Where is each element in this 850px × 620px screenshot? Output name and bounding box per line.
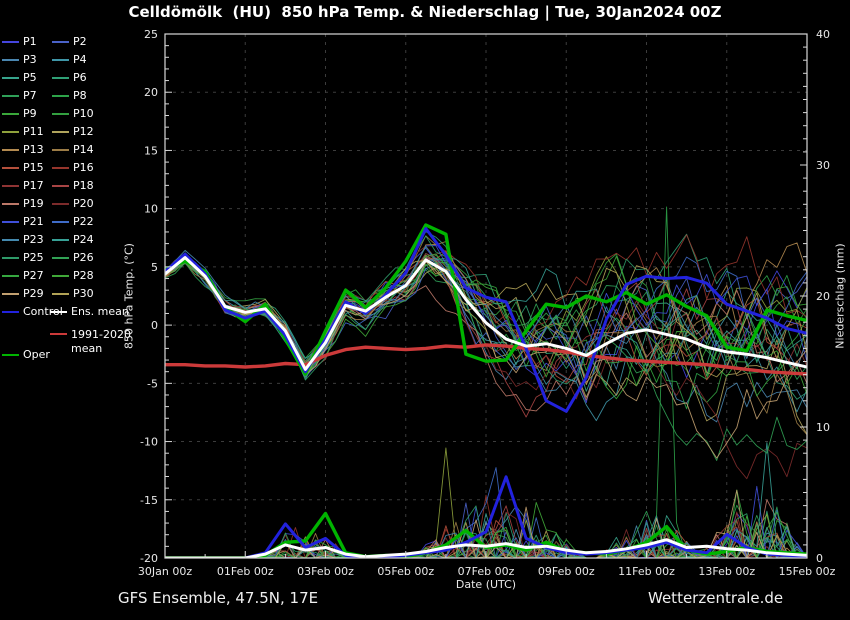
svg-text:07Feb 00z: 07Feb 00z [458, 565, 515, 578]
svg-text:03Feb 00z: 03Feb 00z [297, 565, 354, 578]
svg-text:15: 15 [144, 144, 158, 157]
chart-title: Celldömölk (HU) 850 hPa Temp. & Niedersc… [128, 3, 722, 21]
svg-text:5: 5 [151, 261, 158, 274]
svg-text:-10: -10 [140, 436, 158, 449]
svg-text:30Jan 00z: 30Jan 00z [138, 565, 192, 578]
svg-text:11Feb 00z: 11Feb 00z [618, 565, 675, 578]
svg-text:-15: -15 [140, 494, 158, 507]
svg-text:09Feb 00z: 09Feb 00z [538, 565, 595, 578]
svg-text:20: 20 [816, 290, 830, 303]
y-axis-title-right: Niederschlag (mm) [833, 243, 847, 349]
svg-text:10: 10 [816, 421, 830, 434]
svg-text:-20: -20 [140, 552, 158, 565]
svg-text:-5: -5 [147, 377, 158, 390]
svg-text:10: 10 [144, 203, 158, 216]
svg-text:05Feb 00z: 05Feb 00z [377, 565, 434, 578]
main-series [165, 223, 807, 558]
svg-text:01Feb 00z: 01Feb 00z [217, 565, 274, 578]
svg-text:15Feb 00z: 15Feb 00z [779, 565, 836, 578]
svg-text:0: 0 [151, 319, 158, 332]
svg-text:20: 20 [144, 86, 158, 99]
svg-text:40: 40 [816, 28, 830, 41]
gridlines [165, 34, 807, 558]
x-axis-title: Date (UTC) [455, 578, 517, 591]
footer-brand: Wetterzentrale.de [648, 589, 784, 607]
svg-text:30: 30 [816, 159, 830, 172]
axes: -20 -15 -10 -5 0 5 10 15 20 25 0 10 20 30 40 30Jan 00z 0… [138, 28, 836, 578]
footer-model-info: GFS Ensemble, 47.5N, 17E [118, 589, 319, 607]
y-axis-title-left: 850 hPa Temp. (°C) [122, 243, 136, 349]
svg-text:13Feb 00z: 13Feb 00z [698, 565, 755, 578]
svg-text:0: 0 [816, 552, 823, 565]
svg-text:25: 25 [144, 28, 158, 41]
